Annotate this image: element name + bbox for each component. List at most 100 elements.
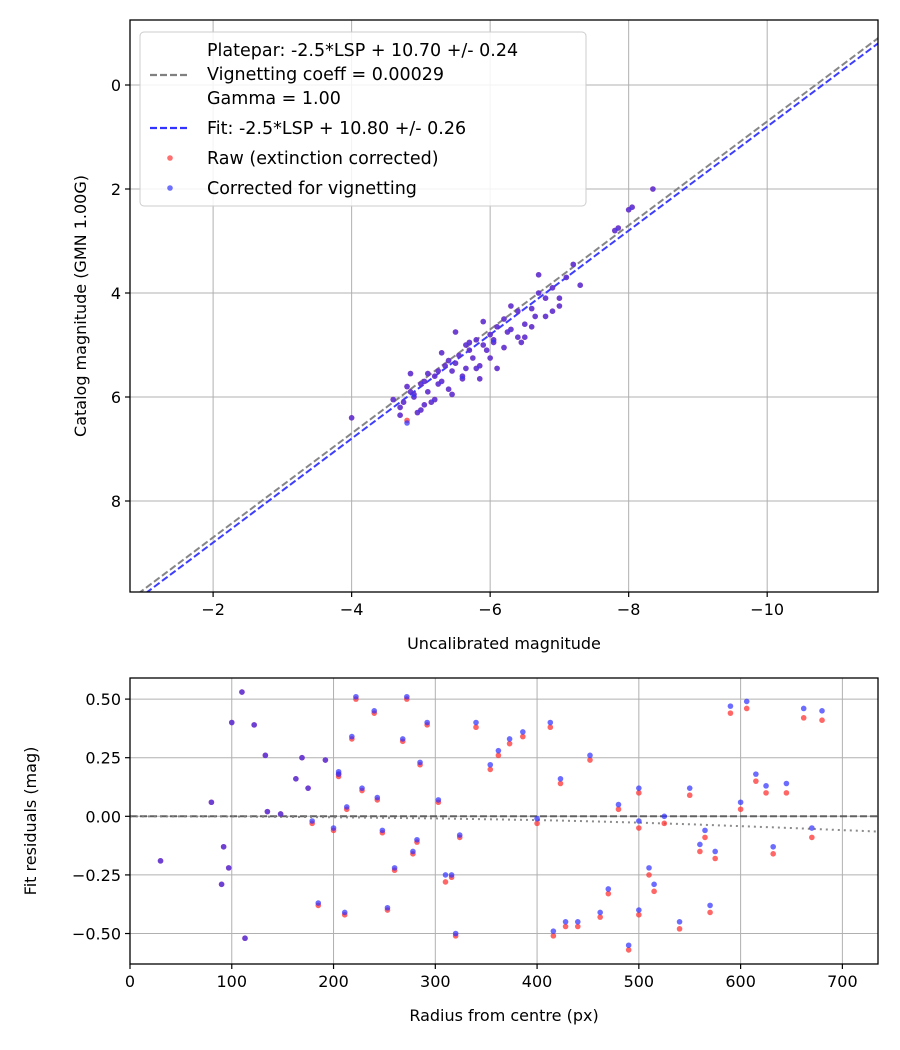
top-point-corrected <box>501 316 507 322</box>
bottom-point-corrected <box>605 886 612 892</box>
bottom-point-raw <box>550 933 557 939</box>
top-point-corrected <box>577 282 583 289</box>
bottom-x-tick-label: 300 <box>420 972 451 991</box>
top-point-corrected <box>615 225 622 231</box>
bottom-point-corrected <box>562 919 569 925</box>
bottom-point-corrected <box>550 928 557 934</box>
legend-raw-marker <box>167 155 173 161</box>
bottom-point-corrected <box>743 698 750 705</box>
top-point-corrected <box>542 313 549 320</box>
bottom-point-corrected <box>615 801 622 808</box>
bottom-axis-ticks: 0 100 200 300 400 500 600 700 −0.50 −0.25 0.00 0.25… <box>72 690 858 991</box>
top-point-corrected <box>466 347 473 354</box>
bottom-point-raw <box>534 820 540 827</box>
bottom-point-raw <box>587 757 593 763</box>
bottom-point-corrected <box>636 907 642 913</box>
top-y-tick-label: 4 <box>111 284 121 303</box>
top-point-corrected <box>542 295 549 302</box>
top-point-corrected <box>480 318 487 325</box>
bottom-point-corrected <box>384 904 391 911</box>
bottom-point-raw <box>737 806 744 813</box>
bottom-point-corrected <box>305 785 311 791</box>
bottom-point-corrected <box>157 858 164 864</box>
bottom-point-corrected <box>239 689 245 695</box>
top-point-corrected <box>418 407 424 413</box>
bottom-point-raw <box>495 752 502 759</box>
bottom-point-raw <box>661 820 668 827</box>
top-point-corrected <box>521 321 528 328</box>
top-point-corrected <box>463 365 469 372</box>
bottom-y-tick-label: 0.50 <box>85 690 121 709</box>
bottom-point-corrected <box>435 797 442 803</box>
top-point-corrected <box>449 391 455 398</box>
top-scatter-points <box>348 186 656 426</box>
bottom-point-raw <box>651 888 657 895</box>
bottom-x-tick-label: 500 <box>624 972 655 991</box>
bottom-point-corrected <box>208 799 215 806</box>
bottom-point-corrected <box>410 848 416 855</box>
residuals-plot: 0 100 200 300 400 500 600 700 −0.50 −0.25 0.00 0.25… <box>21 677 879 1025</box>
bottom-point-corrected <box>707 902 713 909</box>
bottom-point-corrected <box>343 804 350 810</box>
top-point-corrected <box>563 274 570 281</box>
bottom-point-corrected <box>661 813 668 820</box>
bottom-point-raw <box>615 806 622 813</box>
top-point-corrected <box>508 303 514 309</box>
legend-fit-label: Fit: -2.5*LSP + 10.80 +/- 0.26 <box>207 119 466 139</box>
top-point-corrected <box>438 350 445 356</box>
top-point-corrected <box>629 204 635 210</box>
bottom-point-corrected <box>597 909 603 916</box>
top-point-corrected <box>445 386 452 393</box>
bottom-point-raw <box>809 834 815 841</box>
bottom-x-tick-label: 100 <box>216 972 247 991</box>
bottom-point-corrected <box>262 752 269 759</box>
bottom-point-corrected <box>697 841 703 848</box>
bottom-point-raw <box>800 715 807 721</box>
bottom-point-corrected <box>487 761 494 768</box>
bottom-point-corrected <box>220 843 227 850</box>
bottom-point-raw <box>442 879 449 885</box>
bottom-point-corrected <box>646 865 652 871</box>
top-point-corrected <box>407 370 414 377</box>
bottom-point-corrected <box>557 776 564 782</box>
top-point-corrected <box>435 368 442 374</box>
top-y-tick-label: 0 <box>111 76 121 95</box>
top-point-corrected <box>504 329 511 335</box>
top-line-fit <box>145 42 878 592</box>
legend-corrected-marker <box>167 185 173 191</box>
bottom-point-corrected <box>335 768 342 775</box>
bottom-point-corrected <box>506 736 513 742</box>
top-point-corrected <box>397 412 403 419</box>
top-point-corrected <box>487 331 493 338</box>
bottom-point-corrected <box>404 693 410 700</box>
top-point-corrected <box>473 365 480 372</box>
top-point-corrected <box>435 381 442 387</box>
bottom-point-corrected <box>371 708 378 714</box>
top-x-tick-label: −10 <box>750 600 784 619</box>
bottom-point-corrected <box>452 930 459 937</box>
top-point-corrected <box>483 347 490 354</box>
bottom-point-corrected <box>819 708 825 714</box>
bottom-point-raw <box>520 733 526 740</box>
top-point-corrected <box>411 391 417 398</box>
bottom-point-raw <box>636 790 642 796</box>
bottom-point-corrected <box>574 919 581 925</box>
top-axis-ticks: −2 −4 −6 −8 −10 0 2 4 6 8 <box>111 76 784 619</box>
bottom-y-tick-label: −0.25 <box>72 866 121 885</box>
top-point-corrected <box>431 373 438 380</box>
top-y-axis-label: Catalog magnitude (GMN 1.00G) <box>71 175 90 437</box>
top-x-tick-label: −4 <box>340 600 364 619</box>
bottom-point-corrected <box>783 780 790 787</box>
bottom-point-corrected <box>330 825 337 831</box>
top-point-corrected <box>476 376 483 382</box>
bottom-y-tick-label: 0.00 <box>85 807 121 826</box>
bottom-point-corrected <box>315 900 322 906</box>
bottom-point-corrected <box>676 919 683 925</box>
bottom-point-corrected <box>442 872 449 878</box>
bottom-point-corrected <box>293 776 299 782</box>
bottom-point-corrected <box>277 811 284 817</box>
top-point-corrected <box>532 313 538 320</box>
bottom-point-raw <box>636 911 642 918</box>
top-point-corrected <box>442 363 448 369</box>
